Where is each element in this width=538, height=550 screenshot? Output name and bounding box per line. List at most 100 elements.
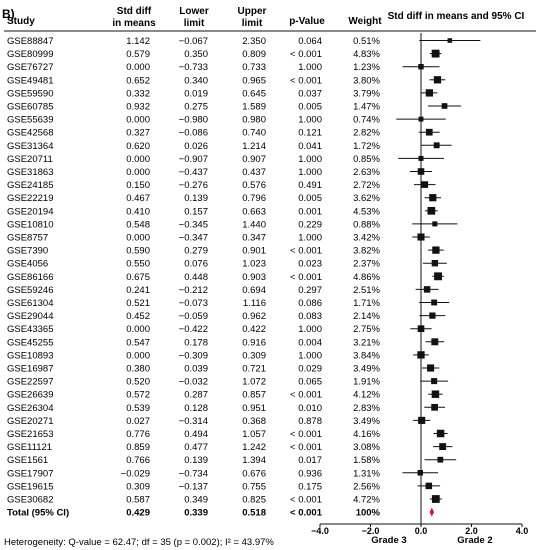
weight-value: 2.82% <box>353 128 380 139</box>
smd-value: 0.380 <box>126 364 150 375</box>
weight-value: 3.84% <box>353 350 380 361</box>
effect-marker <box>431 495 440 503</box>
study-name: GSE21653 <box>7 429 53 440</box>
p-value: 0.491 <box>298 180 322 191</box>
total-row: Total (95% CI) 0.429 0.339 0.518 < 0.001 100% <box>7 508 381 519</box>
smd-value: 0.000 <box>126 154 150 165</box>
p-value: 1.000 <box>298 115 322 126</box>
study-name: GSE10810 <box>7 219 53 230</box>
study-row: GSE10893 0.000 −0.309 0.309 1.000 3.84% <box>7 350 381 361</box>
p-value: 0.065 <box>298 377 322 388</box>
smd-value: 0.776 <box>126 429 150 440</box>
study-row: GSE17907 −0.029 −0.734 0.676 0.936 1.31% <box>7 468 381 479</box>
effect-marker <box>431 378 438 385</box>
p-value: < 0.001 <box>290 49 322 60</box>
p-value: 1.000 <box>298 154 322 165</box>
weight-value: 4.83% <box>353 49 380 60</box>
effect-marker <box>431 299 438 306</box>
lower-limit-value: −0.907 <box>179 154 208 165</box>
study-name: GSE42568 <box>7 128 53 139</box>
upper-limit-value: 2.350 <box>242 36 266 47</box>
smd-value: 0.000 <box>126 350 150 361</box>
weight-value: 1.47% <box>353 102 380 113</box>
study-row: GSE86166 0.675 0.448 0.903 < 0.001 4.86% <box>7 272 381 283</box>
study-row: GSE1561 0.766 0.139 1.394 0.017 1.58% <box>7 455 381 466</box>
upper-limit-value: 0.903 <box>242 272 266 283</box>
study-name: GSE10893 <box>7 350 53 361</box>
study-name: GSE49481 <box>7 75 53 86</box>
effect-marker <box>432 221 438 227</box>
lower-limit-value: −0.314 <box>179 416 208 427</box>
lower-limit-value: 0.139 <box>184 193 208 204</box>
lower-limit-value: 0.039 <box>184 364 208 375</box>
upper-limit-value: 1.023 <box>242 259 266 270</box>
smd-value: 0.309 <box>126 481 150 492</box>
effect-marker <box>429 312 436 319</box>
study-name: GSE30682 <box>7 495 53 506</box>
study-row: GSE24185 0.150 −0.276 0.576 0.491 2.72% <box>7 180 381 191</box>
study-row: GSE31364 0.620 0.026 1.214 0.041 1.72% <box>7 141 381 152</box>
smd-value: 0.587 <box>126 495 150 506</box>
summary-diamond <box>429 507 435 517</box>
lower-limit-value: 0.026 <box>184 141 208 152</box>
effect-marker <box>431 260 439 267</box>
p-value: < 0.001 <box>290 495 322 506</box>
upper-limit-value: 0.962 <box>242 311 266 322</box>
study-row: GSE19615 0.309 −0.137 0.755 0.175 2.56% <box>7 481 381 492</box>
study-row: GSE26639 0.572 0.287 0.857 < 0.001 4.12% <box>7 390 381 401</box>
weight-value: 1.91% <box>353 377 380 388</box>
p-value: 0.004 <box>298 337 322 348</box>
smd-value: −0.029 <box>121 468 150 479</box>
effect-marker <box>431 403 438 411</box>
study-row: GSE22219 0.467 0.139 0.796 0.005 3.62% <box>7 193 381 204</box>
x-tick-label: 4.0 <box>516 526 529 536</box>
upper-limit-value: 0.796 <box>242 193 266 204</box>
panel-label: B) <box>2 7 15 21</box>
lower-limit-value: −0.032 <box>179 377 208 388</box>
lower-limit-value: −0.734 <box>179 468 208 479</box>
upper-limit-value: 1.242 <box>242 442 266 453</box>
weight-value: 3.08% <box>353 442 380 453</box>
weight-value: 1.72% <box>353 141 380 152</box>
lower-limit-value: −0.980 <box>179 115 208 126</box>
p-value: 0.029 <box>298 364 322 375</box>
study-row: GSE10810 0.548 −0.345 1.440 0.229 0.88% <box>7 219 381 230</box>
lower-limit-value: 0.339 <box>184 508 208 519</box>
axis-label-left: Grade 3 <box>371 535 406 546</box>
upper-limit-value: 0.663 <box>242 206 266 217</box>
study-row: GSE20271 0.027 −0.314 0.368 0.878 3.49% <box>7 416 381 427</box>
p-value: < 0.001 <box>290 75 322 86</box>
header-plot-title: Std diff in means and 95% CI <box>388 11 525 22</box>
smd-value: 0.590 <box>126 246 150 257</box>
header-lower-line2: limit <box>184 18 205 29</box>
lower-limit-value: 0.287 <box>184 390 208 401</box>
study-row: GSE20711 0.000 −0.907 0.907 1.000 0.85% <box>7 154 381 165</box>
study-row: GSE60785 0.932 0.275 1.589 0.005 1.47% <box>7 102 381 113</box>
smd-value: 0.027 <box>126 416 150 427</box>
weight-value: 3.62% <box>353 193 380 204</box>
p-value: 0.229 <box>298 219 322 230</box>
upper-limit-value: 1.394 <box>242 455 266 466</box>
lower-limit-value: 0.350 <box>184 49 208 60</box>
p-value: 0.010 <box>298 403 322 414</box>
weight-value: 3.80% <box>353 75 380 86</box>
study-name: GSE19615 <box>7 481 53 492</box>
smd-value: 0.579 <box>126 49 150 60</box>
effect-marker <box>433 142 440 149</box>
effect-marker <box>423 286 431 293</box>
smd-value: 0.000 <box>126 324 150 335</box>
weight-value: 0.85% <box>353 154 380 165</box>
study-name: GSE59246 <box>7 285 53 296</box>
weight-value: 3.79% <box>353 88 380 99</box>
header-p-value: p-Value <box>289 16 325 27</box>
header-lower-line1: Lower <box>179 6 209 17</box>
weight-value: 1.71% <box>353 298 380 309</box>
study-row: GSE4056 0.550 0.076 1.023 0.023 2.37% <box>7 259 381 270</box>
smd-value: 0.550 <box>126 259 150 270</box>
smd-value: 0.000 <box>126 62 150 73</box>
lower-limit-value: 0.279 <box>184 246 208 257</box>
weight-value: 3.42% <box>353 233 380 244</box>
upper-limit-value: 0.721 <box>242 364 266 375</box>
study-name: GSE26304 <box>7 403 53 414</box>
upper-limit-value: 0.965 <box>242 75 266 86</box>
